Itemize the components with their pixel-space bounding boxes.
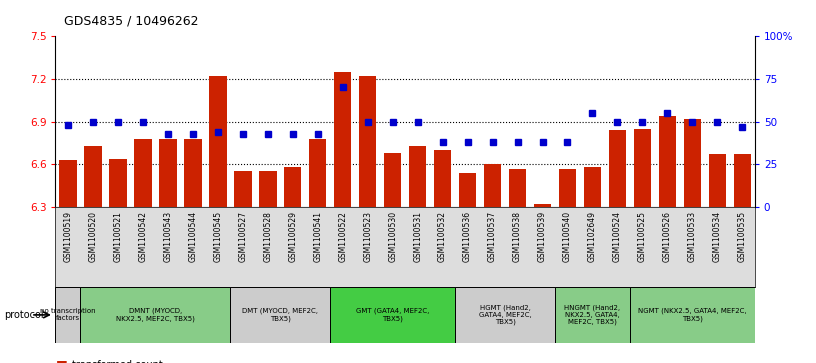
- Text: GSM1100527: GSM1100527: [238, 211, 247, 262]
- Text: GSM1100532: GSM1100532: [438, 211, 447, 262]
- Bar: [455, 287, 555, 343]
- Bar: [559, 168, 576, 207]
- Bar: [209, 76, 227, 207]
- Text: GSM1100539: GSM1100539: [538, 211, 547, 262]
- Text: GSM1100544: GSM1100544: [188, 211, 197, 262]
- Bar: [434, 150, 451, 207]
- Bar: [509, 168, 526, 207]
- Text: GSM1100525: GSM1100525: [638, 211, 647, 262]
- Text: DMNT (MYOCD,
NKX2.5, MEF2C, TBX5): DMNT (MYOCD, NKX2.5, MEF2C, TBX5): [116, 308, 195, 322]
- Bar: [109, 159, 126, 207]
- Text: GSM1102649: GSM1102649: [588, 211, 597, 262]
- Text: DMT (MYOCD, MEF2C,
TBX5): DMT (MYOCD, MEF2C, TBX5): [242, 308, 318, 322]
- Bar: [330, 287, 455, 343]
- Text: GMT (GATA4, MEF2C,
TBX5): GMT (GATA4, MEF2C, TBX5): [356, 308, 429, 322]
- Text: GSM1100528: GSM1100528: [264, 211, 273, 262]
- Bar: [134, 139, 152, 207]
- Bar: [230, 287, 330, 343]
- Text: GDS4835 / 10496262: GDS4835 / 10496262: [64, 15, 198, 28]
- Bar: [409, 146, 427, 207]
- Bar: [734, 154, 751, 207]
- Bar: [459, 173, 477, 207]
- Text: GSM1100526: GSM1100526: [663, 211, 672, 262]
- Bar: [259, 171, 277, 207]
- Text: GSM1100522: GSM1100522: [338, 211, 347, 262]
- Bar: [609, 130, 626, 207]
- Bar: [583, 167, 601, 207]
- Text: transformed count: transformed count: [72, 360, 162, 363]
- Bar: [234, 171, 251, 207]
- Bar: [555, 287, 630, 343]
- Text: GSM1100523: GSM1100523: [363, 211, 372, 262]
- Text: GSM1100545: GSM1100545: [213, 211, 222, 262]
- Text: GSM1100535: GSM1100535: [738, 211, 747, 262]
- Bar: [359, 76, 376, 207]
- Text: GSM1100530: GSM1100530: [388, 211, 397, 262]
- Text: GSM1100531: GSM1100531: [413, 211, 422, 262]
- Text: GSM1100529: GSM1100529: [288, 211, 297, 262]
- Bar: [384, 153, 401, 207]
- Text: HNGMT (Hand2,
NKX2.5, GATA4,
MEF2C, TBX5): HNGMT (Hand2, NKX2.5, GATA4, MEF2C, TBX5…: [565, 305, 620, 325]
- Bar: [659, 116, 676, 207]
- Text: ■: ■: [55, 358, 67, 363]
- Bar: [634, 129, 651, 207]
- Bar: [708, 154, 726, 207]
- Bar: [309, 139, 326, 207]
- Text: GSM1100542: GSM1100542: [139, 211, 148, 262]
- Text: no transcription
factors: no transcription factors: [40, 309, 95, 321]
- Bar: [630, 287, 755, 343]
- Bar: [60, 160, 77, 207]
- Bar: [184, 139, 202, 207]
- Text: GSM1100537: GSM1100537: [488, 211, 497, 262]
- Text: GSM1100536: GSM1100536: [463, 211, 472, 262]
- Bar: [84, 146, 102, 207]
- Bar: [284, 167, 301, 207]
- Text: NGMT (NKX2.5, GATA4, MEF2C,
TBX5): NGMT (NKX2.5, GATA4, MEF2C, TBX5): [638, 308, 747, 322]
- Text: GSM1100534: GSM1100534: [713, 211, 722, 262]
- Text: GSM1100521: GSM1100521: [113, 211, 122, 262]
- Text: GSM1100524: GSM1100524: [613, 211, 622, 262]
- Text: GSM1100541: GSM1100541: [313, 211, 322, 262]
- Bar: [684, 119, 701, 207]
- Bar: [484, 164, 501, 207]
- Text: GSM1100533: GSM1100533: [688, 211, 697, 262]
- Text: GSM1100519: GSM1100519: [64, 211, 73, 262]
- Text: GSM1100538: GSM1100538: [513, 211, 522, 262]
- Text: GSM1100540: GSM1100540: [563, 211, 572, 262]
- Bar: [55, 287, 81, 343]
- Text: protocol: protocol: [4, 310, 44, 320]
- Bar: [159, 139, 176, 207]
- Text: GSM1100520: GSM1100520: [88, 211, 97, 262]
- Text: GSM1100543: GSM1100543: [163, 211, 172, 262]
- Text: HGMT (Hand2,
GATA4, MEF2C,
TBX5): HGMT (Hand2, GATA4, MEF2C, TBX5): [479, 305, 531, 325]
- Bar: [334, 72, 352, 207]
- Bar: [81, 287, 230, 343]
- Bar: [534, 204, 552, 207]
